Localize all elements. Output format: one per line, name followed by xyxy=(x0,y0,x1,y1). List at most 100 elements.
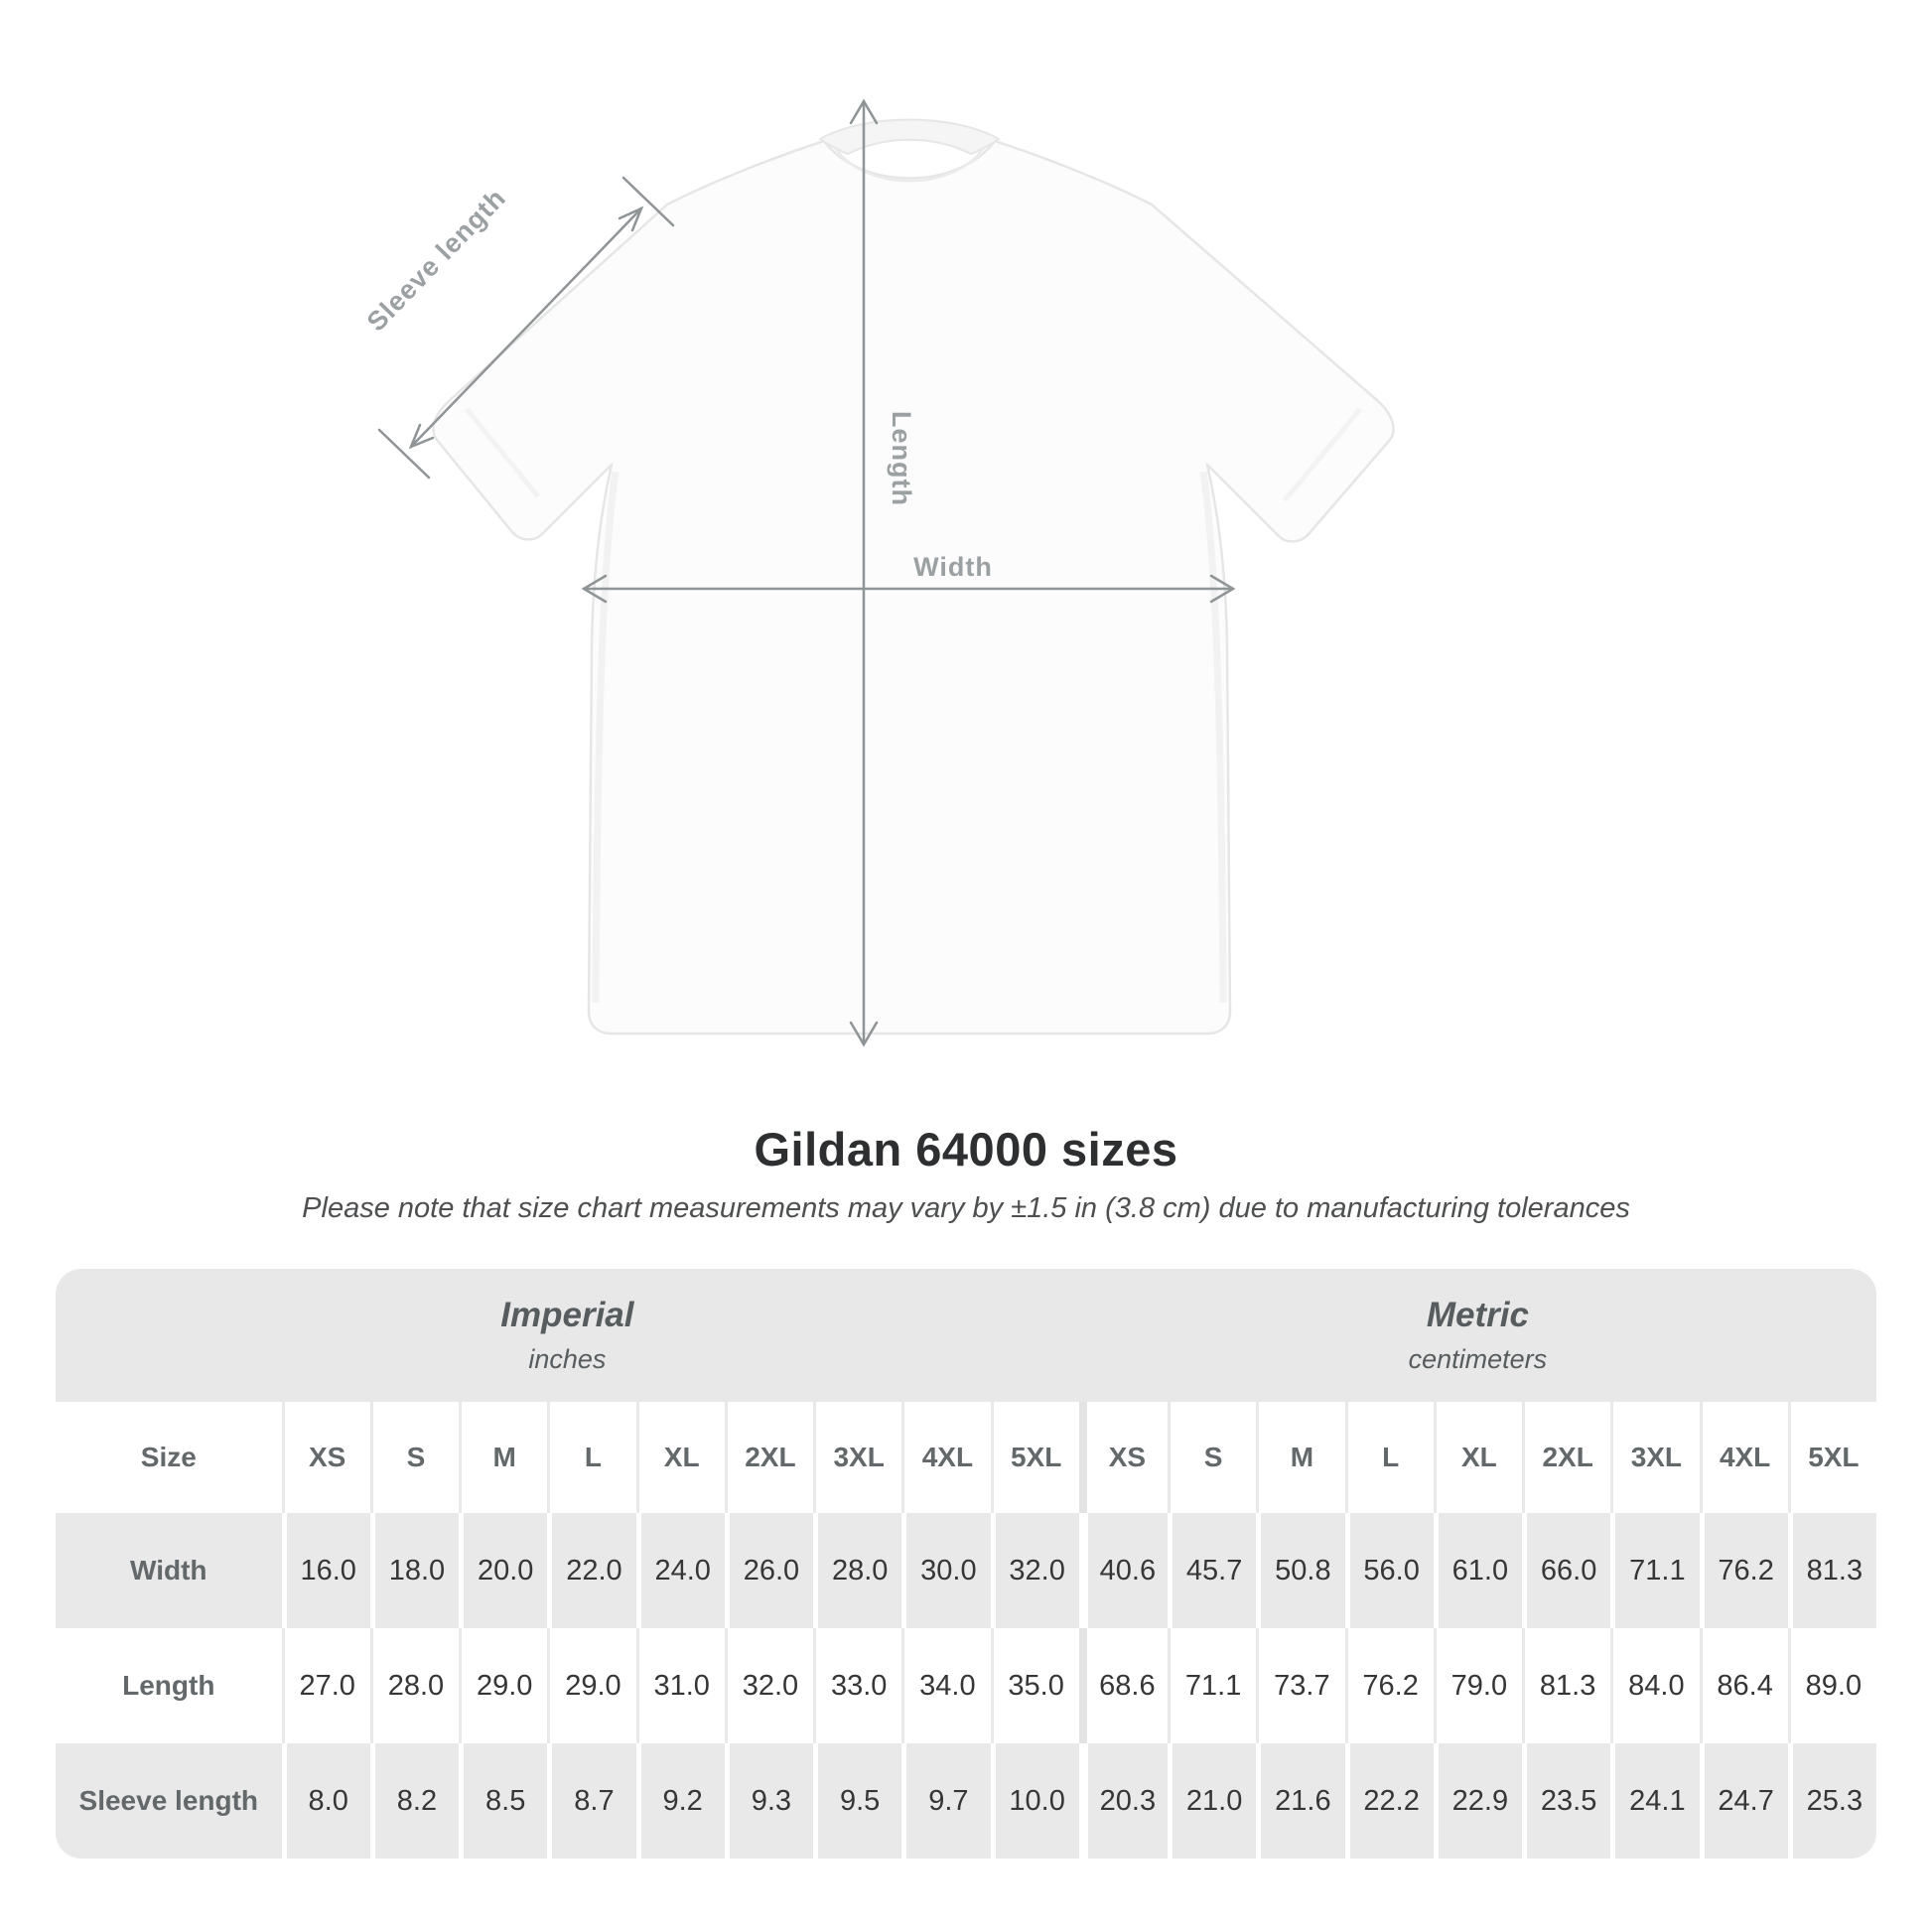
row-label: Sleeve length xyxy=(56,1743,282,1859)
measurement-cell: 34.0 xyxy=(901,1628,991,1743)
table-row-length: Length 27.0 28.0 29.0 29.0 31.0 32.0 33.… xyxy=(56,1628,1876,1743)
measurement-cell: 23.5 xyxy=(1522,1743,1611,1859)
size-column-header: M xyxy=(459,1402,548,1513)
size-column-header: 4XL xyxy=(1699,1402,1788,1513)
measurement-cell: 29.0 xyxy=(459,1628,548,1743)
measurement-cell: 50.8 xyxy=(1256,1513,1345,1628)
title-block: Gildan 64000 sizes Please note that size… xyxy=(0,1122,1932,1225)
measurement-cell: 32.0 xyxy=(724,1628,814,1743)
measurement-cell: 89.0 xyxy=(1787,1628,1876,1743)
measurement-cell: 24.0 xyxy=(635,1513,725,1628)
size-column-header: 5XL xyxy=(990,1402,1079,1513)
measurement-cell: 8.0 xyxy=(281,1743,370,1859)
measurement-cell: 20.3 xyxy=(1078,1743,1169,1859)
size-column-header: 5XL xyxy=(1787,1402,1876,1513)
length-dimension-arrow xyxy=(849,98,879,1047)
measurement-cell: 35.0 xyxy=(990,1628,1079,1743)
size-column-header: XL xyxy=(635,1402,725,1513)
measurement-cell: 66.0 xyxy=(1522,1513,1611,1628)
sleeve-dimension-arrow xyxy=(377,176,675,480)
size-column-header: 3XL xyxy=(813,1402,902,1513)
imperial-group-title: Imperial xyxy=(500,1296,634,1334)
measurement-cell: 28.0 xyxy=(813,1513,902,1628)
length-label: Length xyxy=(887,411,916,506)
measurement-cell: 28.0 xyxy=(369,1628,460,1743)
measurement-cell: 86.4 xyxy=(1699,1628,1788,1743)
measurement-cell: 68.6 xyxy=(1078,1628,1169,1743)
size-column-header: L xyxy=(1344,1402,1434,1513)
size-header-label: Size xyxy=(56,1402,282,1513)
size-column-header: L xyxy=(547,1402,636,1513)
measurement-cell: 61.0 xyxy=(1433,1513,1523,1628)
measurement-cell: 29.0 xyxy=(547,1628,636,1743)
measurement-cell: 81.3 xyxy=(1787,1513,1876,1628)
measurement-cell: 8.5 xyxy=(459,1743,548,1859)
size-table: Imperial inches Metric centimeters Size … xyxy=(56,1269,1876,1859)
measurement-cell: 79.0 xyxy=(1433,1628,1523,1743)
measurement-cell: 8.7 xyxy=(547,1743,636,1859)
measurement-cell: 18.0 xyxy=(369,1513,460,1628)
width-dimension-arrow xyxy=(581,574,1236,604)
measurement-cell: 76.2 xyxy=(1699,1513,1788,1628)
measurement-cell: 9.5 xyxy=(813,1743,902,1859)
measurement-cell: 10.0 xyxy=(990,1743,1079,1859)
measurement-cell: 25.3 xyxy=(1787,1743,1876,1859)
measurement-cell: 71.1 xyxy=(1610,1513,1700,1628)
imperial-group-unit: inches xyxy=(528,1344,607,1374)
imperial-group-header: Imperial inches xyxy=(56,1269,1079,1402)
size-column-header: 2XL xyxy=(724,1402,814,1513)
measurement-cell: 33.0 xyxy=(813,1628,902,1743)
measurement-cell: 22.9 xyxy=(1433,1743,1523,1859)
size-column-header: M xyxy=(1256,1402,1345,1513)
measurement-cell: 8.2 xyxy=(369,1743,460,1859)
measurement-cell: 16.0 xyxy=(281,1513,370,1628)
measurement-cell: 20.0 xyxy=(459,1513,548,1628)
measurement-cell: 21.0 xyxy=(1168,1743,1257,1859)
collar xyxy=(818,118,1001,156)
measurement-cell: 9.7 xyxy=(901,1743,991,1859)
metric-group-unit: centimeters xyxy=(1408,1344,1548,1374)
page-title: Gildan 64000 sizes xyxy=(754,1123,1178,1175)
measurement-cell: 45.7 xyxy=(1168,1513,1257,1628)
measurement-cell: 24.7 xyxy=(1699,1743,1788,1859)
metric-group-title: Metric xyxy=(1426,1296,1529,1334)
measurement-cell: 56.0 xyxy=(1344,1513,1434,1628)
unit-header-band: Imperial inches Metric centimeters xyxy=(56,1269,1876,1402)
size-column-header: XS xyxy=(281,1402,370,1513)
measurement-cell: 22.0 xyxy=(547,1513,636,1628)
size-column-header: S xyxy=(369,1402,460,1513)
measurement-cell: 81.3 xyxy=(1522,1628,1611,1743)
measurement-cell: 21.6 xyxy=(1256,1743,1345,1859)
measurement-cell: 40.6 xyxy=(1078,1513,1169,1628)
measurement-cell: 30.0 xyxy=(901,1513,991,1628)
measurement-cell: 84.0 xyxy=(1610,1628,1700,1743)
size-header-row: Size XS S M L XL 2XL 3XL 4XL 5XL XS S M … xyxy=(56,1402,1876,1513)
size-column-header: 4XL xyxy=(901,1402,991,1513)
size-column-header: XL xyxy=(1433,1402,1523,1513)
table-row-sleeve-length: Sleeve length 8.0 8.2 8.5 8.7 9.2 9.3 9.… xyxy=(56,1743,1876,1859)
row-label: Length xyxy=(56,1628,282,1743)
measurement-cell: 76.2 xyxy=(1344,1628,1434,1743)
measurement-cell: 26.0 xyxy=(724,1513,814,1628)
size-column-header: 2XL xyxy=(1522,1402,1611,1513)
measurement-cell: 73.7 xyxy=(1256,1628,1345,1743)
row-label: Width xyxy=(56,1513,282,1628)
width-label: Width xyxy=(913,552,993,582)
tolerance-note: Please note that size chart measurements… xyxy=(302,1192,1630,1224)
tshirt-measurement-diagram: Sleeve length Length Width xyxy=(361,98,1395,1047)
measurement-cell: 71.1 xyxy=(1168,1628,1257,1743)
measurement-cell: 31.0 xyxy=(635,1628,725,1743)
table-row-width: Width 16.0 18.0 20.0 22.0 24.0 26.0 28.0… xyxy=(56,1513,1876,1628)
sleeve-length-label: Sleeve length xyxy=(361,183,512,337)
measurement-cell: 9.3 xyxy=(724,1743,814,1859)
measurement-cell: 22.2 xyxy=(1344,1743,1434,1859)
size-column-header: 3XL xyxy=(1610,1402,1700,1513)
measurement-cell: 24.1 xyxy=(1610,1743,1700,1859)
measurement-cell: 9.2 xyxy=(635,1743,725,1859)
metric-group-header: Metric centimeters xyxy=(1079,1269,1876,1402)
measurement-cell: 32.0 xyxy=(990,1513,1079,1628)
measurement-cell: 27.0 xyxy=(281,1628,370,1743)
size-column-header: XS xyxy=(1078,1402,1169,1513)
size-column-header: S xyxy=(1168,1402,1257,1513)
